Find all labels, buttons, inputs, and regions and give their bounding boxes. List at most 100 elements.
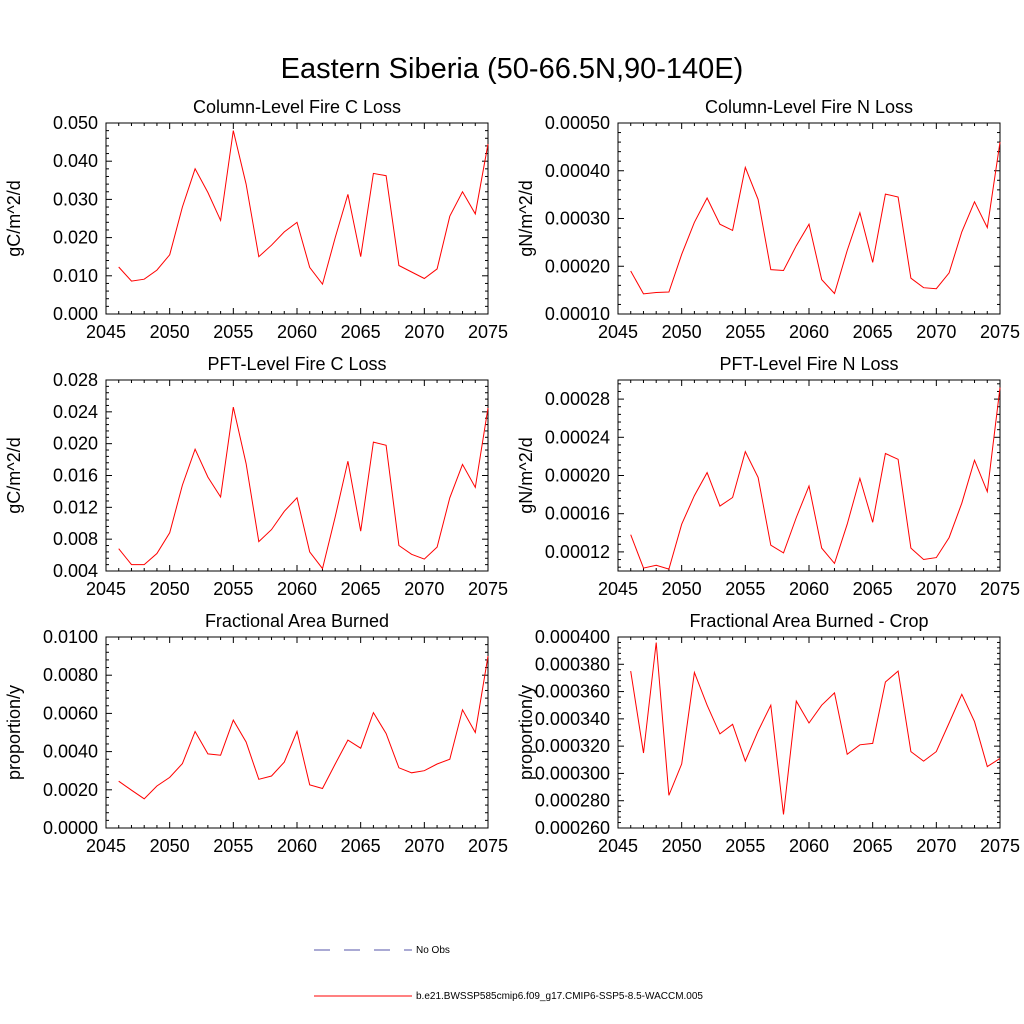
x-tick-label: 2045 [86, 579, 126, 599]
y-tick-label: 0.0000 [43, 818, 98, 838]
x-tick-label: 2060 [789, 836, 829, 856]
chart-title: Column-Level Fire N Loss [705, 97, 913, 117]
x-tick-label: 2045 [86, 836, 126, 856]
y-axis-label: gN/m^2/d [516, 437, 536, 513]
y-tick-label: 0.000320 [535, 736, 610, 756]
y-tick-label: 0.040 [53, 151, 98, 171]
series-line [118, 406, 489, 570]
y-tick-label: 0.00016 [545, 504, 610, 524]
x-tick-label: 2060 [277, 579, 317, 599]
x-tick-label: 2070 [404, 322, 444, 342]
series-line [630, 642, 1001, 815]
y-tick-label: 0.000300 [535, 763, 610, 783]
y-axis-label: gC/m^2/d [4, 180, 24, 256]
x-tick-label: 2065 [853, 322, 893, 342]
x-tick-label: 2055 [213, 836, 253, 856]
x-tick-label: 2045 [598, 579, 638, 599]
x-tick-label: 2045 [598, 322, 638, 342]
y-tick-label: 0.0060 [43, 703, 98, 723]
plot-frame [617, 379, 1001, 572]
y-tick-label: 0.00030 [545, 209, 610, 229]
chart-panel-1: Column-Level Fire C Loss gC/m^2/d 2045 2050… [4, 97, 508, 342]
y-tick-label: 0.00040 [545, 161, 610, 181]
y-tick-label: 0.020 [53, 228, 98, 248]
x-tick-label: 2075 [468, 836, 508, 856]
x-tick-label: 2070 [916, 579, 956, 599]
x-tick-label: 2070 [916, 836, 956, 856]
y-tick-label: 0.004 [53, 561, 98, 581]
x-tick-label: 2050 [150, 322, 190, 342]
plot-frame [617, 122, 1001, 315]
main-title: Eastern Siberia (50-66.5N,90-140E) [281, 53, 744, 85]
y-tick-label: 0.020 [53, 434, 98, 454]
chart-panel-2: Column-Level Fire N Loss gN/m^2/d 2045 2050… [516, 97, 1020, 342]
y-axis-label: proportion/y [4, 685, 24, 780]
x-tick-label: 2050 [662, 579, 702, 599]
y-tick-label: 0.000400 [535, 627, 610, 647]
x-tick-label: 2060 [789, 322, 829, 342]
x-tick-label: 2045 [86, 322, 126, 342]
x-tick-label: 2060 [277, 836, 317, 856]
x-tick-label: 2055 [213, 579, 253, 599]
x-tick-label: 2055 [213, 322, 253, 342]
x-tick-label: 2065 [341, 836, 381, 856]
y-tick-label: 0.00010 [545, 304, 610, 324]
x-tick-label: 2075 [468, 322, 508, 342]
y-tick-label: 0.0080 [43, 665, 98, 685]
plot-frame [105, 122, 489, 315]
y-tick-label: 0.030 [53, 189, 98, 209]
y-tick-label: 0.0100 [43, 627, 98, 647]
y-tick-label: 0.0020 [43, 780, 98, 800]
chart-panel-3: PFT-Level Fire C Loss gC/m^2/d 2045 2050 205… [4, 354, 508, 599]
x-tick-label: 2070 [916, 322, 956, 342]
x-tick-label: 2050 [662, 836, 702, 856]
plot-frame [617, 636, 1001, 829]
y-tick-label: 0.000380 [535, 654, 610, 674]
y-tick-label: 0.010 [53, 266, 98, 286]
x-tick-label: 2050 [150, 836, 190, 856]
x-tick-label: 2055 [725, 836, 765, 856]
legend-model-label: b.e21.BWSSP585cmip6.f09_g17.CMIP6-SSP5-8… [416, 991, 703, 1002]
chart-panel-4: PFT-Level Fire N Loss gN/m^2/d 2045 2050 205… [516, 354, 1020, 599]
x-tick-label: 2065 [853, 579, 893, 599]
x-tick-label: 2070 [404, 836, 444, 856]
y-tick-label: 0.024 [53, 402, 98, 422]
y-tick-label: 0.000260 [535, 818, 610, 838]
x-tick-label: 2055 [725, 579, 765, 599]
y-tick-label: 0.00012 [545, 542, 610, 562]
x-tick-label: 2060 [789, 579, 829, 599]
y-tick-label: 0.008 [53, 529, 98, 549]
y-tick-label: 0.050 [53, 113, 98, 133]
chart-panels: Column-Level Fire C Loss gC/m^2/d 2045 2050… [4, 97, 1020, 856]
x-tick-label: 2060 [277, 322, 317, 342]
series-line [118, 656, 489, 800]
x-tick-label: 2070 [404, 579, 444, 599]
y-axis-label: gN/m^2/d [516, 180, 536, 256]
x-tick-label: 2075 [980, 836, 1020, 856]
y-tick-label: 0.00024 [545, 427, 610, 447]
chart-panel-5: Fractional Area Burned proportion/y 2045 20… [4, 611, 508, 856]
chart-panel-6: Fractional Area Burned - Crop proportion/… [516, 611, 1020, 856]
y-tick-label: 0.00050 [545, 113, 610, 133]
y-tick-label: 0.000360 [535, 682, 610, 702]
x-tick-label: 2065 [341, 579, 381, 599]
chart-title: Fractional Area Burned - Crop [689, 611, 928, 631]
y-tick-label: 0.00020 [545, 466, 610, 486]
chart-title: Fractional Area Burned [205, 611, 389, 631]
y-tick-label: 0.000340 [535, 709, 610, 729]
series-line [118, 130, 489, 286]
x-tick-label: 2075 [468, 579, 508, 599]
chart-title: PFT-Level Fire N Loss [719, 354, 898, 374]
x-tick-label: 2055 [725, 322, 765, 342]
y-tick-label: 0.00020 [545, 256, 610, 276]
x-tick-label: 2075 [980, 579, 1020, 599]
x-tick-label: 2050 [150, 579, 190, 599]
chart-title: PFT-Level Fire C Loss [207, 354, 386, 374]
y-tick-label: 0.028 [53, 370, 98, 390]
x-tick-label: 2050 [662, 322, 702, 342]
y-tick-label: 0.000 [53, 304, 98, 324]
legend: No Obs b.e21.BWSSP585cmip6.f09_g17.CMIP6… [314, 945, 703, 1002]
series-line [630, 387, 1001, 570]
series-line [630, 142, 1001, 295]
